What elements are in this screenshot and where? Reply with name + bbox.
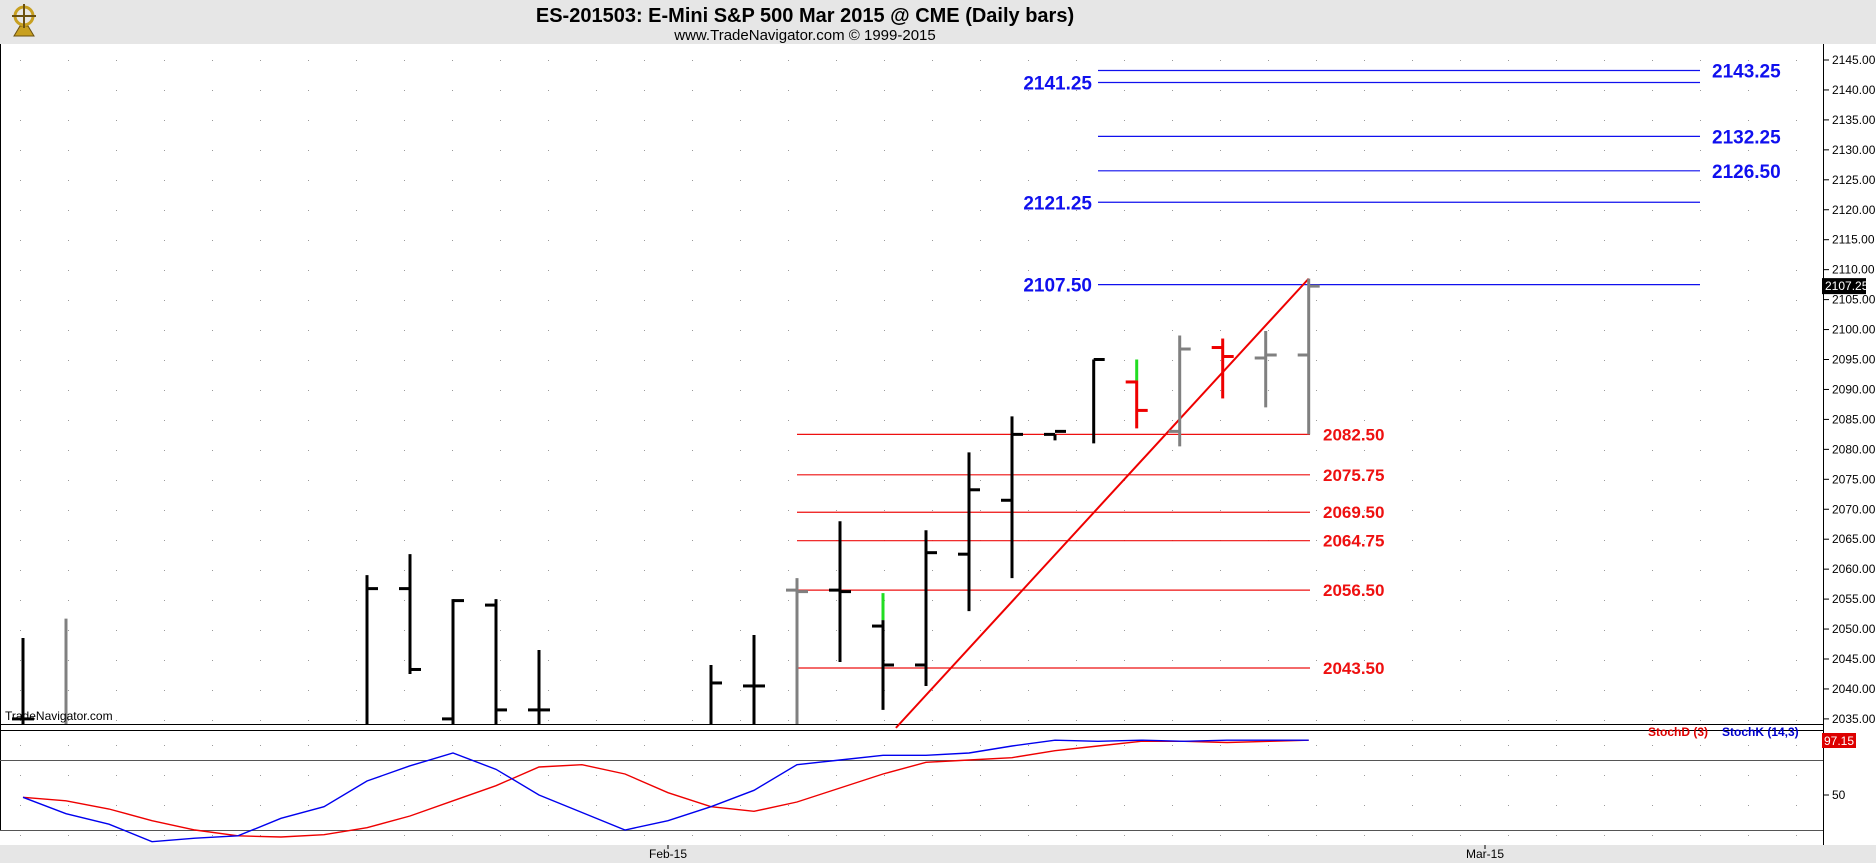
y-tick-label: 2105.00: [1832, 293, 1876, 307]
y-tick-label: 2080.00: [1832, 442, 1876, 456]
x-axis-band: [0, 845, 1876, 863]
red-level-label: 2064.75: [1323, 532, 1384, 551]
level-lines: 2143.25 2141.25 2132.25 2126.50 2121.25 2107.…: [797, 61, 1781, 678]
ohlc-bar: [1092, 358, 1105, 444]
ohlc-bar: [872, 593, 894, 710]
blue-level-label: 2126.50: [1712, 162, 1781, 183]
y-axis: 2035.00 2040.00 2045.00 2050.00 2055.00 2060.…: [1823, 53, 1876, 802]
ohlc-bar: [743, 635, 765, 724]
pane-gap: [1, 725, 1823, 730]
ohlc-bar: [915, 530, 937, 686]
blue-level-label: 2141.25: [1023, 73, 1092, 94]
blue-level-label: 2121.25: [1023, 193, 1092, 214]
stoch-last-tag: 97.15: [1822, 733, 1856, 748]
ohlc-bar: [442, 599, 464, 724]
grid-dot-path: [20, 60, 1797, 836]
stoch-y-tick-label: 50: [1832, 788, 1846, 802]
y-tick-label: 2055.00: [1832, 592, 1876, 606]
y-tick-label: 2135.00: [1832, 113, 1876, 127]
ohlc-bar: [485, 599, 507, 724]
y-tick-label: 2100.00: [1832, 323, 1876, 337]
ohlc-bar: [1044, 429, 1066, 441]
y-tick-label: 2075.00: [1832, 472, 1876, 486]
last-price-label: 2107.25: [1825, 279, 1869, 293]
y-tick-label: 2120.00: [1832, 203, 1876, 217]
ohlc-bar: [1168, 335, 1191, 447]
y-tick-label: 2140.00: [1832, 83, 1876, 97]
ohlc-bar: [958, 452, 980, 612]
y-tick-label: 2050.00: [1832, 622, 1876, 636]
trendline-group: [895, 277, 1310, 729]
y-tick-label: 2070.00: [1832, 502, 1876, 516]
ohlc-bar: [528, 650, 550, 724]
y-tick-label: 2115.00: [1832, 233, 1875, 247]
ohlc-bar: [709, 664, 722, 724]
chart-title: ES-201503: E-Mini S&P 500 Mar 2015 @ CME…: [536, 5, 1074, 27]
y-tick-label: 2095.00: [1832, 353, 1876, 367]
chart-subtitle: www.TradeNavigator.com © 1999-2015: [673, 27, 935, 44]
x-tick-label: Mar-15: [1466, 847, 1504, 861]
legend-stoch-k: StochK (14,3): [1722, 725, 1799, 739]
y-tick-label: 2045.00: [1832, 652, 1876, 666]
ohlc-bar: [1254, 331, 1277, 408]
ohlc-bar: [786, 578, 808, 724]
blue-level-label: 2107.50: [1023, 276, 1092, 297]
y-tick-label: 2145.00: [1832, 53, 1876, 67]
ohlc-bar: [365, 575, 378, 724]
y-tick-label: 2040.00: [1832, 682, 1876, 696]
red-level-label: 2075.75: [1323, 466, 1384, 485]
y-tick-label: 2130.00: [1832, 143, 1876, 157]
trendline: [895, 277, 1310, 729]
ohlc-bar: [1125, 359, 1148, 429]
last-price-tag: 2107.25: [1822, 278, 1869, 295]
y-tick-label: 2085.00: [1832, 412, 1876, 426]
ohlc-bar: [1297, 278, 1320, 435]
y-tick-label: 2125.00: [1832, 173, 1876, 187]
blue-level-label: 2143.25: [1712, 61, 1781, 82]
ohlc-bar: [1001, 416, 1023, 579]
ohlc-bar: [12, 638, 34, 724]
y-tick-label: 2090.00: [1832, 382, 1876, 396]
title-band: [0, 0, 1876, 44]
stoch-group: [22, 739, 1309, 843]
y-tick-label: 2060.00: [1832, 562, 1876, 576]
stoch-d-line: [22, 739, 1309, 838]
app-logo-icon: [12, 4, 36, 37]
stoch-last-box: [1822, 733, 1856, 748]
x-tick-label: Feb-15: [649, 847, 687, 861]
y-tick-label: 2110.00: [1832, 263, 1875, 277]
grid-dots: [20, 60, 1797, 836]
ohlc-bar: [399, 554, 421, 674]
red-level-label: 2069.50: [1323, 503, 1384, 522]
red-level-label: 2082.50: [1323, 425, 1384, 444]
red-level-label: 2043.50: [1323, 659, 1384, 678]
y-tick-label: 2065.00: [1832, 532, 1876, 546]
ohlc-bars: [12, 278, 1320, 724]
red-level-label: 2056.50: [1323, 581, 1384, 600]
stoch-k-line: [22, 739, 1309, 843]
last-price-box: [1822, 278, 1866, 295]
legend-stoch-d: StochD (3): [1648, 725, 1708, 739]
ohlc-bar: [1211, 338, 1234, 399]
x-axis: Feb-15 Mar-15: [649, 845, 1504, 861]
y-tick-label: 2035.00: [1832, 712, 1876, 726]
blue-level-label: 2132.25: [1712, 127, 1781, 148]
watermark: TradeNavigator.com: [5, 709, 113, 723]
ohlc-bar: [829, 521, 851, 662]
stoch-last-label: 97.15: [1824, 734, 1854, 748]
